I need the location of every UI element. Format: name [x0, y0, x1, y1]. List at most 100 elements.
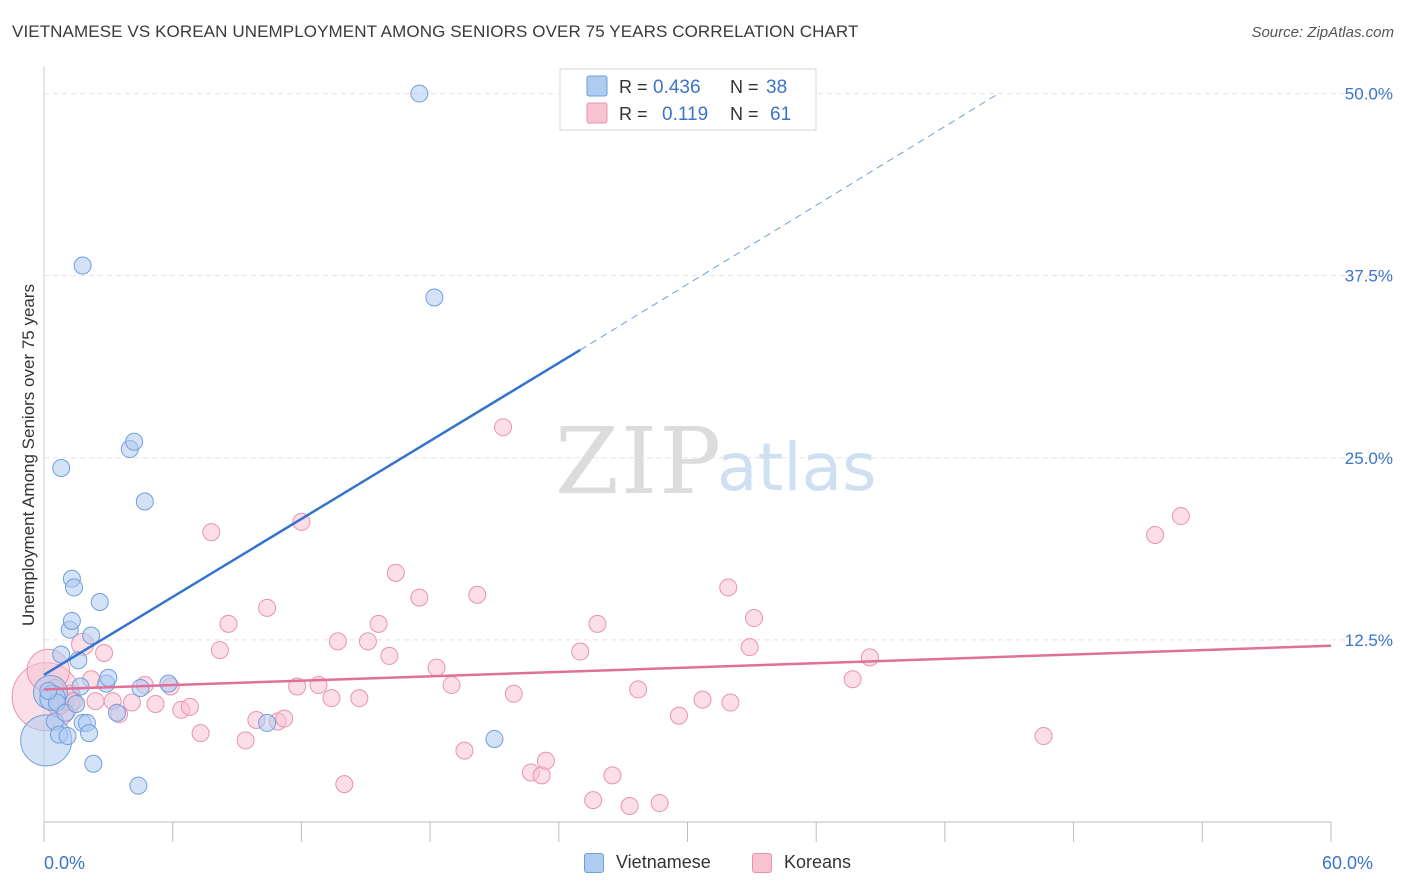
data-point-vietnamese [58, 727, 77, 746]
points-layer [11, 84, 1190, 815]
data-point-vietnamese [425, 288, 444, 307]
data-point-koreans [191, 724, 210, 743]
data-point-koreans [693, 690, 712, 709]
data-point-vietnamese [258, 713, 277, 732]
chart-title: VIETNAMESE VS KOREAN UNEMPLOYMENT AMONG … [12, 22, 859, 41]
data-point-koreans [455, 741, 474, 760]
grid-layer [44, 93, 1381, 641]
data-point-koreans [427, 658, 446, 677]
legend-label-vietnamese: Vietnamese [616, 852, 711, 872]
data-point-vietnamese [80, 724, 99, 743]
y-axis-label: Unemployment Among Seniors over 75 years [19, 284, 38, 626]
data-point-vietnamese [73, 256, 92, 275]
data-point-koreans [358, 632, 377, 651]
data-point-koreans [603, 766, 622, 785]
data-point-koreans [86, 692, 105, 711]
data-point-vietnamese [39, 681, 58, 700]
y-tick-label: 50.0% [1345, 85, 1393, 104]
data-point-koreans [210, 641, 229, 660]
trend-line-vietnamese-projection [579, 93, 999, 351]
data-point-vietnamese [131, 678, 150, 697]
data-point-koreans [843, 670, 862, 689]
data-point-koreans [322, 689, 341, 708]
data-point-koreans [468, 585, 487, 604]
source-label: Source: ZipAtlas.com [1251, 24, 1394, 41]
data-point-koreans [669, 706, 688, 725]
data-point-koreans [95, 644, 114, 663]
data-point-koreans [494, 418, 513, 437]
legend-r-label-vietnamese: R = [619, 77, 648, 97]
data-point-koreans [721, 693, 740, 712]
x-tick-label: 0.0% [44, 853, 85, 873]
y-tick-label: 25.0% [1345, 449, 1393, 468]
data-point-koreans [275, 709, 294, 728]
data-point-koreans [860, 648, 879, 667]
trend-layer [43, 93, 1332, 691]
data-point-koreans [369, 614, 388, 633]
data-point-vietnamese [62, 611, 81, 630]
data-point-vietnamese [129, 776, 148, 795]
data-point-koreans [442, 676, 461, 695]
data-point-koreans [335, 775, 354, 794]
data-point-koreans [328, 632, 347, 651]
data-point-vietnamese [82, 626, 101, 645]
data-point-vietnamese [52, 645, 71, 664]
legend-swatch-vietnamese [586, 75, 608, 97]
data-point-koreans [219, 614, 238, 633]
data-point-vietnamese [65, 578, 84, 597]
trend-line-koreans [43, 644, 1332, 691]
data-point-koreans [536, 751, 555, 770]
data-point-vietnamese [99, 668, 118, 687]
legend-swatch-koreans-bottom [752, 852, 772, 873]
trend-line-vietnamese [43, 348, 581, 676]
data-point-koreans [180, 697, 199, 716]
legend-item-vietnamese: Vietnamese [584, 852, 711, 873]
data-point-vietnamese [125, 432, 144, 451]
data-point-koreans [744, 609, 763, 628]
data-point-vietnamese [135, 492, 154, 511]
data-point-koreans [571, 642, 590, 661]
data-point-koreans [584, 791, 603, 810]
y-tick-label: 37.5% [1345, 267, 1393, 286]
data-point-vietnamese [84, 754, 103, 773]
legend-label-koreans: Koreans [784, 852, 852, 872]
axis-layer: 12.5% 25.0% 37.5% 50.0% 0.0% 60.0% [43, 66, 1393, 873]
legend-top: R = 0.436 N = 38 R = 0.119 N = 61 [559, 68, 817, 131]
data-point-koreans [1034, 727, 1053, 746]
legend-r-value-vietnamese: 0.436 [653, 77, 701, 98]
data-point-koreans [350, 689, 369, 708]
y-tick-label: 12.5% [1345, 631, 1393, 650]
data-point-koreans [629, 680, 648, 699]
data-point-koreans [122, 693, 141, 712]
legend-n-value-vietnamese: 38 [766, 77, 787, 98]
data-point-vietnamese [67, 694, 86, 713]
legend-n-value-koreans: 61 [770, 104, 791, 125]
data-point-koreans [380, 646, 399, 665]
data-point-koreans [650, 794, 669, 813]
data-point-vietnamese [71, 677, 90, 696]
legend-r-value-koreans: 0.119 [662, 104, 708, 125]
legend-item-koreans: Koreans [752, 852, 851, 873]
data-point-koreans [258, 598, 277, 617]
data-point-vietnamese [107, 703, 126, 722]
data-point-vietnamese [410, 84, 429, 103]
legend-n-label-vietnamese: N = [730, 77, 759, 97]
legend-swatch-koreans [586, 102, 608, 124]
watermark-atlas: atlas [717, 429, 877, 506]
data-point-koreans [719, 578, 738, 597]
data-point-vietnamese [485, 729, 504, 748]
data-point-koreans [1146, 525, 1165, 544]
data-point-koreans [1171, 507, 1190, 526]
data-point-koreans [740, 638, 759, 657]
data-point-koreans [288, 677, 307, 696]
legend-bottom: Vietnamese Koreans [0, 850, 1406, 880]
data-point-vietnamese [90, 593, 109, 612]
legend-r-label-koreans: R = [619, 104, 648, 124]
data-point-koreans [504, 684, 523, 703]
legend-swatch-vietnamese-bottom [584, 852, 604, 873]
watermark-zip: ZIP [555, 408, 723, 515]
data-point-koreans [202, 523, 221, 542]
data-point-koreans [588, 614, 607, 633]
data-point-koreans [146, 694, 165, 713]
